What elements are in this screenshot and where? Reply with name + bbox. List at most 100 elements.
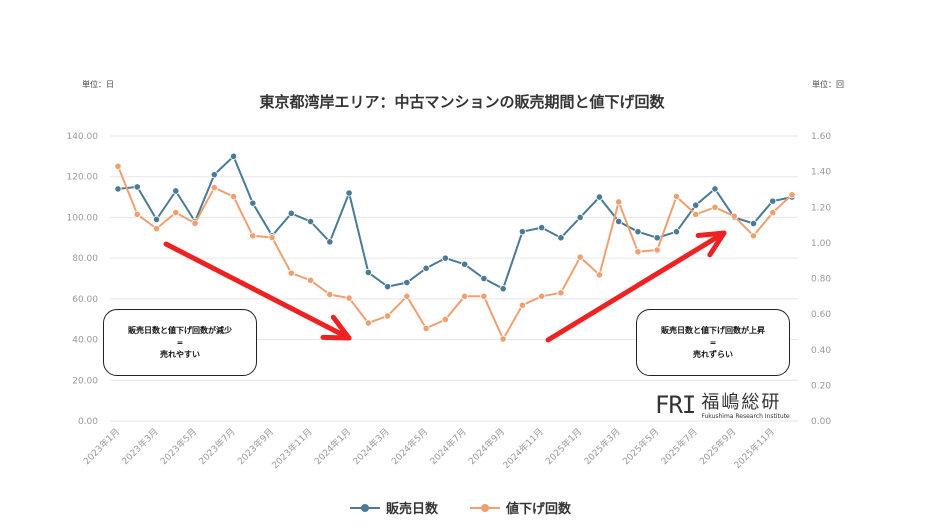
series-0-point	[595, 193, 604, 201]
series-1-point	[133, 210, 141, 218]
x-tick-label: 2025年3月	[581, 426, 622, 467]
right-axis: 0.00 0.20 0.40 0.60 0.80 1.00 1.20 1.40 1.60	[811, 132, 831, 427]
series-1-point	[249, 232, 257, 240]
series-0-point	[403, 278, 411, 287]
left-tick-label: 140.00	[67, 132, 99, 142]
x-tick-label: 2023年3月	[119, 426, 160, 467]
left-tick-label: 120.00	[67, 173, 99, 183]
series-1-point	[769, 208, 777, 217]
series-1-point	[152, 225, 161, 233]
x-tick-label: 2025年11月	[731, 426, 777, 472]
arrow-shaft	[163, 241, 352, 341]
x-tick-label: 2023年5月	[158, 426, 199, 467]
series-0-point	[557, 234, 565, 242]
series-0-point	[306, 217, 315, 226]
x-tick-label: 2024年11月	[500, 426, 546, 472]
series-layer	[114, 152, 796, 343]
x-tick-label: 2025年7月	[658, 426, 699, 467]
series-1-point	[518, 301, 527, 309]
series-1-point	[287, 269, 295, 277]
right-tick-label: 0.00	[811, 417, 831, 427]
series-0-point	[133, 183, 141, 191]
series-0-point	[152, 215, 161, 224]
series-1-point	[595, 271, 604, 279]
series-0-point	[672, 228, 681, 236]
legend-label-days: 販売日数	[386, 502, 439, 517]
right-tick-label: 0.80	[811, 275, 831, 285]
series-0-point	[229, 152, 238, 160]
series-0-point	[249, 199, 257, 207]
series-0-point	[461, 260, 469, 268]
left-axis-unit: 単位：日	[82, 80, 114, 89]
x-axis: 2023年1月2023年3月2023年5月2023年7月2023年9月2023年…	[81, 426, 777, 472]
series-1-point	[172, 208, 180, 217]
legend-swatch-days	[350, 503, 380, 513]
series-1-point	[730, 212, 738, 220]
series-0-point	[749, 219, 758, 228]
right-tick-label: 1.40	[811, 168, 831, 178]
chart-title: 東京都湾岸エリア：中古マンションの販売期間と値下げ回数	[259, 93, 665, 111]
series-1-point	[403, 292, 411, 300]
legend-label-reductions: 値下げ回数	[506, 502, 572, 517]
legend-swatch-reductions	[470, 503, 501, 513]
annotation-decrease: 販売日数と値下げ回数が減少 = 売れやすい	[103, 309, 257, 376]
series-0-point	[480, 274, 488, 283]
series-1-point	[480, 292, 488, 300]
series-1-point	[306, 276, 315, 284]
series-0-point	[345, 189, 353, 197]
annotation-increase: 販売日数と値下げ回数が上昇 = 売れずらい	[636, 309, 790, 376]
series-1-point	[422, 324, 430, 332]
series-1-point	[615, 198, 623, 206]
left-tick-label: 60.00	[72, 295, 98, 305]
chart-legend: 販売日数 値下げ回数	[350, 498, 571, 517]
series-0-point	[364, 268, 372, 276]
series-1-point	[345, 294, 353, 302]
x-tick-label: 2023年11月	[269, 426, 315, 472]
x-tick-label: 2025年9月	[697, 426, 738, 467]
arrow-down	[163, 241, 352, 341]
annotation-increase-line1: 販売日数と値下げ回数が上昇	[661, 325, 765, 335]
left-tick-label: 0.00	[78, 417, 98, 427]
series-1-point	[576, 253, 584, 261]
series-1-point	[191, 219, 199, 227]
series-1-point	[383, 312, 392, 320]
arrow-head	[695, 230, 727, 258]
annotation-increase-line2: =	[709, 337, 717, 347]
x-tick-label: 2023年9月	[235, 426, 276, 467]
trend-arrows	[163, 230, 727, 343]
right-tick-label: 1.00	[811, 239, 831, 249]
right-axis-unit: 単位：回	[812, 80, 844, 89]
right-tick-label: 0.20	[811, 381, 831, 391]
series-1-point	[672, 192, 681, 201]
right-tick-label: 1.60	[811, 132, 831, 142]
series-1-point	[711, 203, 719, 211]
series-0-point	[538, 224, 546, 232]
x-tick-label: 2024年3月	[350, 426, 391, 467]
x-tick-label: 2025年5月	[620, 426, 661, 467]
fri-logo: FRI 福嶋総研 Fukushima Research Institute	[655, 393, 790, 421]
left-tick-label: 40.00	[72, 336, 98, 346]
series-0-point	[653, 234, 661, 242]
series-1-point	[229, 192, 238, 201]
right-tick-label: 1.20	[811, 203, 831, 213]
series-0-point	[499, 285, 507, 293]
right-tick-label: 0.60	[811, 310, 831, 320]
series-0-point	[769, 197, 777, 205]
series-0-point	[210, 171, 218, 179]
x-tick-label: 2023年1月	[81, 426, 122, 467]
series-1-point	[557, 289, 565, 297]
x-tick-label: 2025年1月	[543, 426, 584, 467]
series-line-0	[117, 155, 793, 290]
series-0-point	[114, 185, 122, 193]
series-0-point	[287, 209, 295, 217]
series-1-point	[692, 210, 700, 218]
series-0-point	[576, 213, 584, 222]
series-0-point	[326, 238, 334, 246]
series-1-point	[499, 335, 507, 343]
arrow-up	[545, 230, 727, 343]
left-axis: 0.00 20.00 40.00 60.00 80.00 100.00 120.00 140.…	[67, 132, 99, 427]
legend-item-days: 販売日数	[350, 498, 438, 517]
annotation-increase-line3: 売れずらい	[693, 349, 733, 359]
series-1-point	[364, 319, 372, 327]
series-1-point	[268, 233, 276, 242]
